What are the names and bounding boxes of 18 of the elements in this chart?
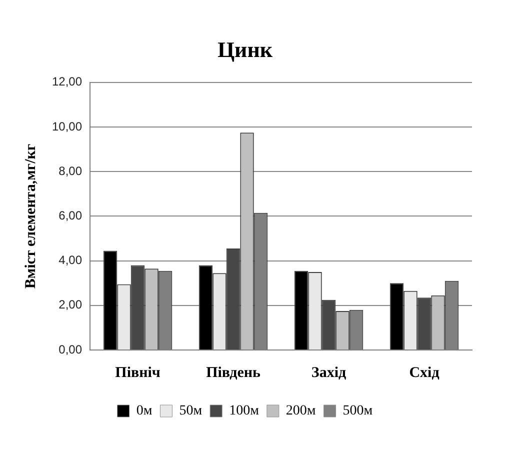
y-tick-label: 8,00 <box>58 164 82 178</box>
y-axis-title: Вміст елемента,мг/кг <box>22 144 39 289</box>
legend-label: 500м <box>342 404 373 419</box>
y-tick-label: 4,00 <box>58 253 82 268</box>
y-tick-label: 6,00 <box>58 208 82 223</box>
y-tick-label: 10,00 <box>52 119 82 134</box>
y-tick-label: 2,00 <box>58 298 82 312</box>
legend-label: 0м <box>136 404 152 419</box>
x-tick-label: Північ <box>115 364 161 381</box>
y-tick-label: 12,00 <box>52 74 82 89</box>
legend-label: 100м <box>229 404 260 419</box>
y-tick-label: 0,00 <box>58 342 82 356</box>
x-tick-label: Схід <box>409 364 440 381</box>
x-tick-label: Захід <box>311 364 346 381</box>
x-tick-label: Південь <box>206 364 261 381</box>
chart-title: Цинк <box>217 36 273 62</box>
legend-label: 50м <box>179 404 202 419</box>
legend-label: 200м <box>286 404 316 419</box>
